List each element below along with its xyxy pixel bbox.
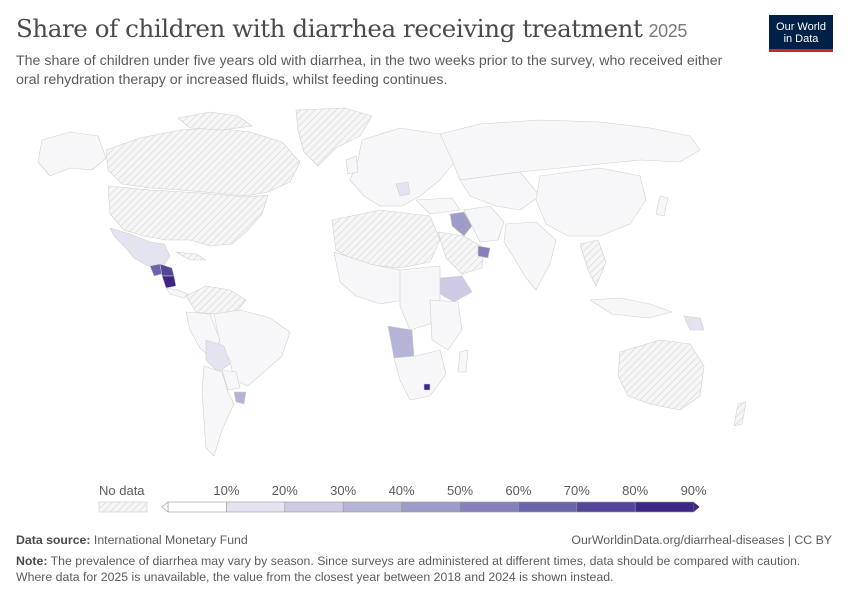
region-paraguay[interactable] — [221, 369, 241, 391]
legend-bin[interactable] — [342, 501, 402, 513]
region-saudi[interactable] — [437, 231, 485, 275]
data-source: Data source: International Monetary Fund — [16, 533, 248, 547]
region-honduras[interactable] — [159, 263, 175, 277]
region-north-africa[interactable] — [331, 209, 441, 269]
region-china[interactable] — [535, 167, 647, 237]
legend-tick-label: 20% — [272, 483, 298, 498]
owid-logo[interactable]: Our World in Data — [769, 15, 833, 52]
legend-bin[interactable] — [167, 501, 227, 513]
region-central-asia[interactable] — [459, 171, 541, 211]
data-source-text: International Monetary Fund — [93, 533, 248, 547]
region-greenland[interactable] — [295, 107, 373, 167]
legend-bin[interactable] — [284, 501, 344, 513]
region-russia[interactable] — [439, 119, 701, 181]
region-alaska[interactable] — [37, 131, 107, 177]
legend-bin[interactable] — [518, 501, 578, 513]
region-chile-argentina[interactable] — [201, 365, 235, 457]
legend-bin[interactable] — [401, 501, 461, 513]
region-balkans[interactable] — [395, 181, 411, 197]
region-png[interactable] — [683, 315, 705, 331]
region-madagascar[interactable] — [457, 349, 469, 373]
region-iraq[interactable] — [449, 211, 473, 237]
legend-tick-label: 60% — [505, 483, 531, 498]
legend-no-data-label: No data — [99, 483, 145, 498]
legend-arrow-right — [693, 502, 700, 512]
region-west-africa[interactable] — [333, 251, 405, 305]
chart-subtitle: The share of children under five years o… — [16, 53, 723, 88]
region-uruguay[interactable] — [233, 391, 247, 405]
region-turkey[interactable] — [415, 197, 461, 215]
region-indonesia[interactable] — [589, 297, 673, 319]
legend-tick-label: 30% — [330, 483, 356, 498]
source-url[interactable]: OurWorldinData.org/diarrheal-diseases | … — [571, 533, 832, 547]
region-lesotho[interactable] — [423, 383, 431, 391]
logo-line-2: in Data — [783, 33, 819, 45]
region-se-asia[interactable] — [579, 239, 607, 287]
region-central-africa[interactable] — [399, 265, 441, 331]
legend-tick-label: 80% — [622, 483, 648, 498]
legend-bin[interactable] — [459, 501, 519, 513]
legend-tick-label: 50% — [447, 483, 473, 498]
note-text: The prevalence of diarrhea may vary by s… — [16, 554, 801, 584]
region-oman[interactable] — [477, 245, 491, 259]
legend-tick-label: 70% — [564, 483, 590, 498]
region-east-africa[interactable] — [429, 299, 463, 351]
data-source-label: Data source: — [16, 533, 91, 547]
legend-tick-label: 10% — [213, 483, 239, 498]
chart-title: Share of children with diarrhea receivin… — [16, 14, 687, 43]
title-text: Share of children with diarrhea receivin… — [16, 14, 643, 43]
region-cuba[interactable] — [175, 251, 207, 261]
region-canada-islands[interactable] — [177, 111, 253, 131]
legend-no-data-swatch — [98, 501, 148, 513]
region-europe[interactable] — [349, 127, 457, 207]
region-colombia-venezuela[interactable] — [185, 285, 247, 315]
region-japan[interactable] — [655, 195, 669, 217]
region-bolivia[interactable] — [205, 339, 231, 373]
legend-tick-label: 90% — [681, 483, 707, 498]
legend-bin[interactable] — [576, 501, 636, 513]
region-australia[interactable] — [617, 339, 705, 411]
region-southern-africa[interactable] — [393, 349, 447, 401]
region-iran[interactable] — [463, 205, 505, 243]
title-year: 2025 — [648, 21, 688, 41]
color-legend: 10% 20% 30% 40% 50% 60% 70% 80% 90% — [98, 483, 707, 513]
legend-bin[interactable] — [226, 501, 286, 513]
region-new-zealand[interactable] — [733, 401, 747, 427]
legend-tick-label: 40% — [389, 483, 415, 498]
region-nicaragua[interactable] — [161, 275, 177, 289]
region-uk[interactable] — [345, 155, 359, 175]
world-map[interactable] — [0, 100, 850, 475]
region-ethiopia[interactable] — [439, 275, 473, 303]
legend-arrow-left — [161, 501, 169, 513]
region-india[interactable] — [503, 221, 557, 291]
chart-note: Note: The prevalence of diarrhea may var… — [16, 554, 836, 585]
logo-line-1: Our World — [776, 21, 826, 33]
note-label: Note: — [16, 554, 48, 568]
region-angola[interactable] — [387, 325, 415, 359]
region-usa[interactable] — [107, 185, 269, 247]
region-canada[interactable] — [105, 127, 301, 197]
region-panama-costa[interactable] — [165, 287, 189, 299]
legend-bin[interactable] — [634, 501, 694, 513]
